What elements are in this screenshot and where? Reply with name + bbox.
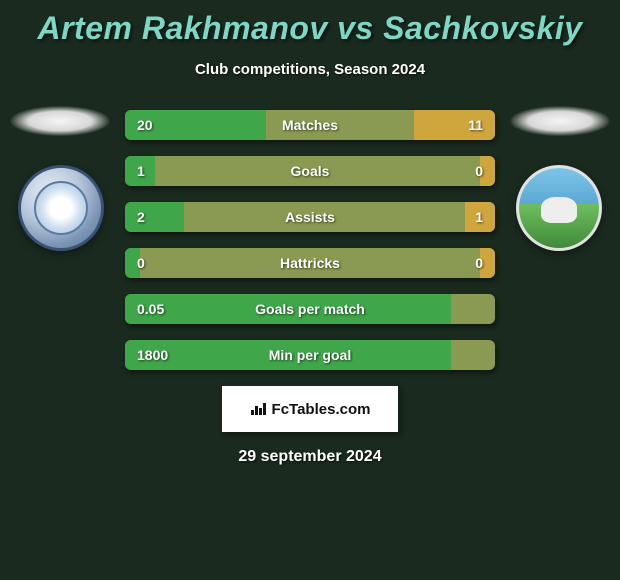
stat-row: 21Assists <box>125 202 495 232</box>
club-badge-right <box>516 165 602 251</box>
date-label: 29 september 2024 <box>0 448 620 466</box>
stat-row: 2011Matches <box>125 110 495 140</box>
player-halo-left <box>10 106 110 136</box>
stat-bars: 2011Matches 10Goals 21Assists 00Hattricks 0.… <box>125 110 495 370</box>
stat-label: Matches <box>125 110 495 140</box>
stats-area: 2011Matches 10Goals 21Assists 00Hattricks 0.… <box>0 110 620 466</box>
club-badge-left <box>18 165 104 251</box>
footer-attribution: FcTables.com <box>222 386 398 432</box>
stat-label: Goals <box>125 156 495 186</box>
stat-row: 10Goals <box>125 156 495 186</box>
player-halo-right <box>510 106 610 136</box>
subtitle: Club competitions, Season 2024 <box>0 61 620 78</box>
stat-label: Assists <box>125 202 495 232</box>
stat-row: 00Hattricks <box>125 248 495 278</box>
stat-row: 0.05Goals per match <box>125 294 495 324</box>
stat-label: Goals per match <box>125 294 495 324</box>
stat-row: 1800Min per goal <box>125 340 495 370</box>
stat-label: Min per goal <box>125 340 495 370</box>
stat-label: Hattricks <box>125 248 495 278</box>
page-title: Artem Rakhmanov vs Sachkovskiy <box>0 0 620 47</box>
bar-chart-icon <box>250 402 268 416</box>
footer-label: FcTables.com <box>272 401 371 418</box>
